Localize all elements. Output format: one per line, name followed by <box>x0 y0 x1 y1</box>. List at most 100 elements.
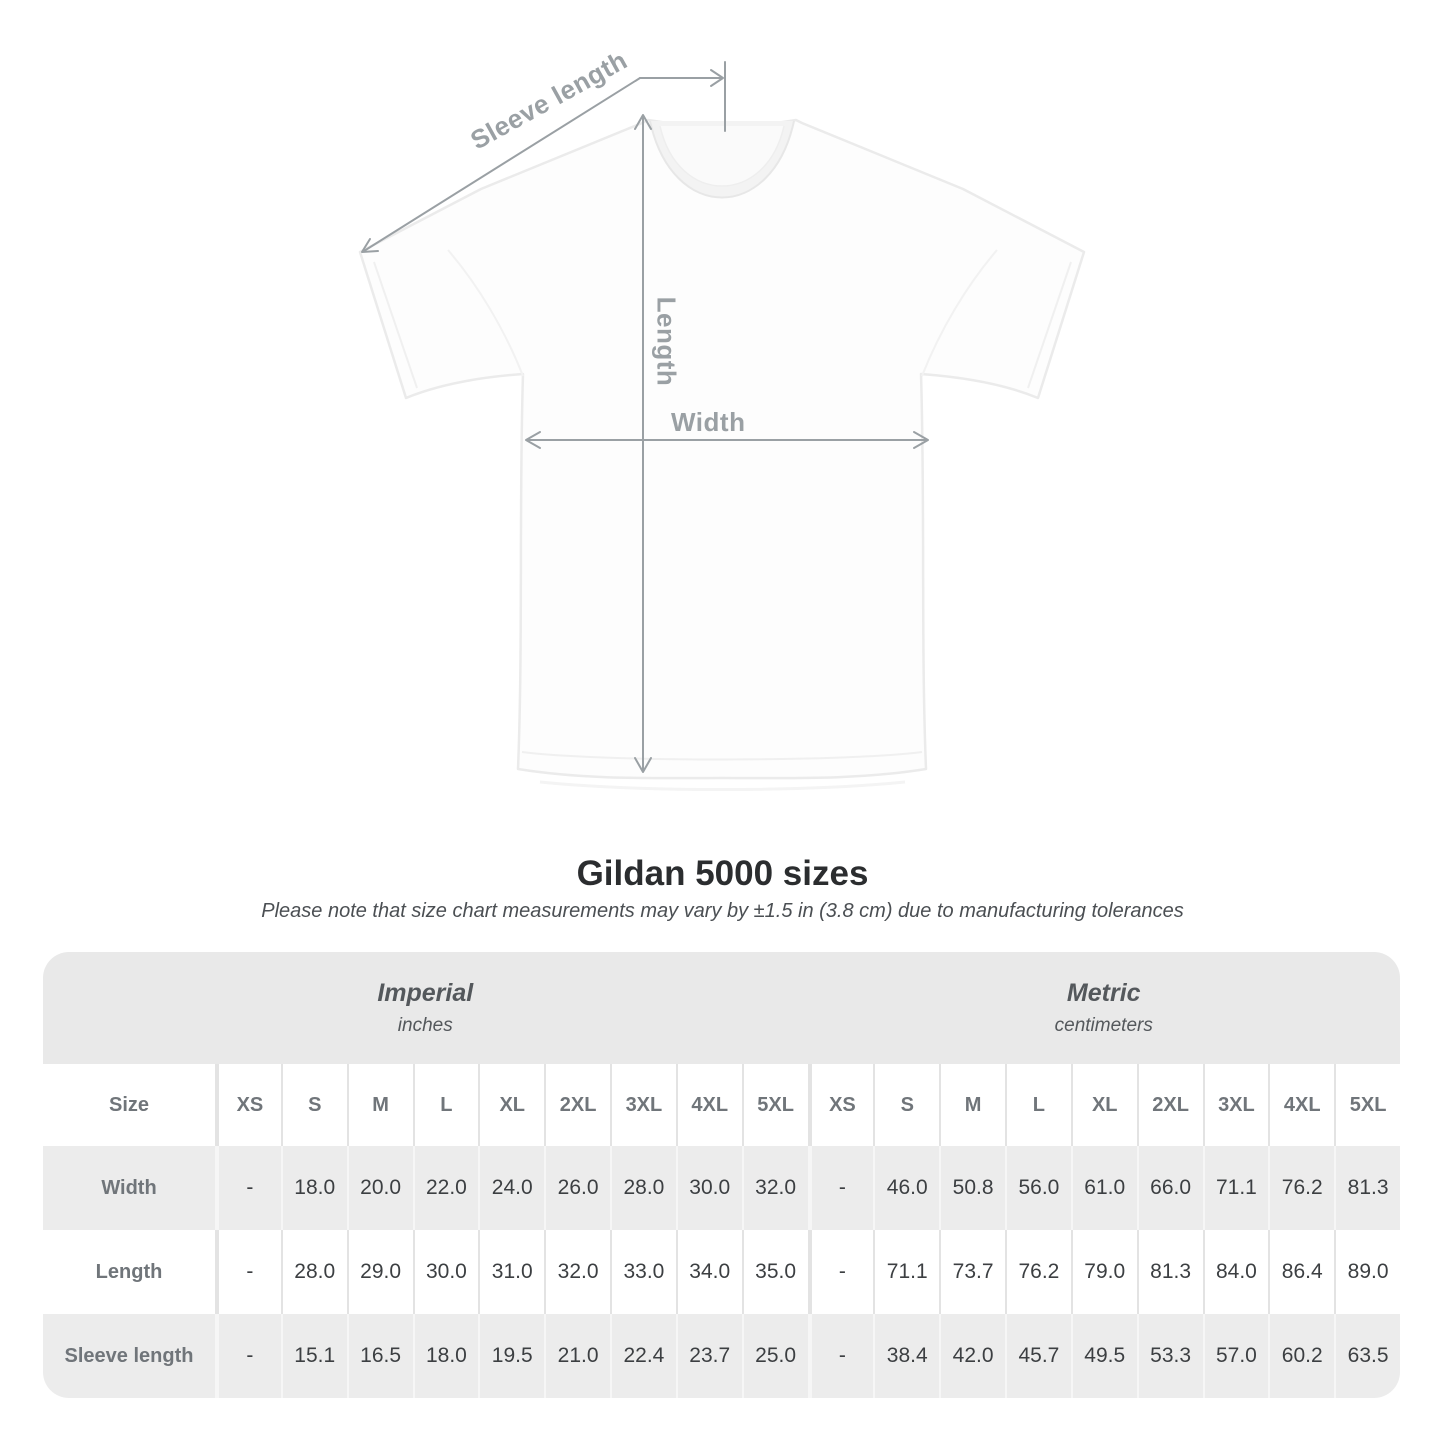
tshirt-measurement-diagram: Sleeve length Length Width <box>358 45 1086 791</box>
col-header: M <box>346 1064 413 1146</box>
col-header: M <box>939 1064 1005 1146</box>
right-underarm-crease <box>921 249 998 377</box>
size-value-cell: 32.0 <box>741 1146 808 1230</box>
metric-unit: centimeters <box>1054 1015 1153 1036</box>
size-value-cell: 32.0 <box>544 1230 610 1314</box>
page-title: Gildan 5000 sizes <box>576 854 869 893</box>
size-value-cell: 86.4 <box>1268 1230 1335 1314</box>
tolerance-note: Please note that size chart measurements… <box>261 900 1184 922</box>
col-header: XS <box>215 1064 281 1146</box>
metric-label: Metric <box>1066 979 1141 1007</box>
size-value-cell: 28.0 <box>610 1146 676 1230</box>
size-value-cell: 29.0 <box>346 1230 413 1314</box>
row-label: Width <box>43 1146 215 1230</box>
size-value-cell: 30.0 <box>675 1146 742 1230</box>
size-value-cell: 18.0 <box>280 1146 347 1230</box>
size-value-cell: 79.0 <box>1070 1230 1137 1314</box>
col-header: S <box>873 1064 940 1146</box>
size-value-cell: 73.7 <box>939 1230 1005 1314</box>
size-value-cell: - <box>807 1230 874 1314</box>
hem-stitch <box>521 751 923 761</box>
size-value-cell: 24.0 <box>478 1146 545 1230</box>
size-value-cell: - <box>215 1230 281 1314</box>
size-value-cell: 18.0 <box>412 1314 479 1398</box>
size-value-cell: 49.5 <box>1070 1314 1137 1398</box>
col-header: 2XL <box>1136 1064 1203 1146</box>
size-value-cell: 76.2 <box>1268 1146 1335 1230</box>
size-value-cell: 31.0 <box>478 1230 545 1314</box>
col-header: L <box>412 1064 479 1146</box>
size-value-cell: 20.0 <box>346 1146 413 1230</box>
left-underarm-crease <box>447 249 524 377</box>
col-header: XS <box>807 1064 874 1146</box>
width-label: Width <box>671 407 746 437</box>
size-value-cell: 22.4 <box>610 1314 676 1398</box>
size-value-cell: 53.3 <box>1136 1314 1203 1398</box>
size-value-cell: 76.2 <box>1005 1230 1071 1314</box>
row-label: Length <box>43 1230 215 1314</box>
size-value-cell: 21.0 <box>544 1314 610 1398</box>
size-value-cell: 71.1 <box>873 1230 940 1314</box>
size-value-cell: 45.7 <box>1005 1314 1071 1398</box>
tshirt-collar-inner <box>659 125 785 187</box>
col-header: 4XL <box>1268 1064 1335 1146</box>
size-table: Imperial inches Metric centimeters Size … <box>43 952 1400 1398</box>
row-label: Sleeve length <box>43 1314 215 1398</box>
size-value-cell: 35.0 <box>741 1230 808 1314</box>
col-header: 3XL <box>610 1064 676 1146</box>
size-value-cell: 84.0 <box>1202 1230 1269 1314</box>
size-value-cell: 34.0 <box>675 1230 742 1314</box>
size-value-cell: 50.8 <box>939 1146 1005 1230</box>
size-value-cell: 15.1 <box>280 1314 347 1398</box>
size-value-cell: 89.0 <box>1334 1230 1400 1314</box>
left-cuff-stitch <box>373 261 418 389</box>
size-value-cell: 61.0 <box>1070 1146 1137 1230</box>
size-value-cell: - <box>807 1146 874 1230</box>
col-header: XL <box>1070 1064 1137 1146</box>
col-header: 5XL <box>1334 1064 1400 1146</box>
size-value-cell: 23.7 <box>675 1314 742 1398</box>
size-value-cell: 38.4 <box>873 1314 940 1398</box>
size-value-cell: - <box>807 1314 874 1398</box>
size-value-cell: 30.0 <box>412 1230 479 1314</box>
size-value-cell: 28.0 <box>280 1230 347 1314</box>
size-value-cell: 46.0 <box>873 1146 940 1230</box>
imperial-label: Imperial <box>377 979 474 1007</box>
col-header: 5XL <box>741 1064 808 1146</box>
imperial-unit: inches <box>397 1015 453 1036</box>
size-header: Size <box>43 1064 215 1146</box>
col-header: XL <box>478 1064 545 1146</box>
col-header: 3XL <box>1202 1064 1269 1146</box>
size-value-cell: 33.0 <box>610 1230 676 1314</box>
length-label: Length <box>651 296 682 387</box>
size-value-cell: 81.3 <box>1136 1230 1203 1314</box>
hem-shadow <box>539 780 906 791</box>
size-value-cell: 60.2 <box>1268 1314 1335 1398</box>
length-arrow <box>634 114 652 773</box>
size-value-cell: 25.0 <box>741 1314 808 1398</box>
tshirt-illustration <box>358 61 1086 791</box>
size-value-cell: 42.0 <box>939 1314 1005 1398</box>
size-value-cell: 63.5 <box>1334 1314 1400 1398</box>
metric-section-header: Metric centimeters <box>807 952 1400 1064</box>
size-value-cell: 57.0 <box>1202 1314 1269 1398</box>
size-value-cell: - <box>215 1314 281 1398</box>
col-header: 2XL <box>544 1064 610 1146</box>
right-cuff-stitch <box>1027 261 1072 389</box>
col-header: 4XL <box>675 1064 742 1146</box>
sleeve-length-arrow <box>361 61 726 253</box>
size-value-cell: 22.0 <box>412 1146 479 1230</box>
size-value-cell: - <box>215 1146 281 1230</box>
size-value-cell: 26.0 <box>544 1146 610 1230</box>
size-value-cell: 19.5 <box>478 1314 545 1398</box>
col-header: S <box>280 1064 347 1146</box>
col-header: L <box>1005 1064 1071 1146</box>
imperial-section-header: Imperial inches <box>43 952 808 1064</box>
size-value-cell: 71.1 <box>1202 1146 1269 1230</box>
size-value-cell: 56.0 <box>1005 1146 1071 1230</box>
tshirt-body <box>358 118 1086 780</box>
size-value-cell: 66.0 <box>1136 1146 1203 1230</box>
size-value-cell: 81.3 <box>1334 1146 1400 1230</box>
width-arrow <box>525 431 929 449</box>
